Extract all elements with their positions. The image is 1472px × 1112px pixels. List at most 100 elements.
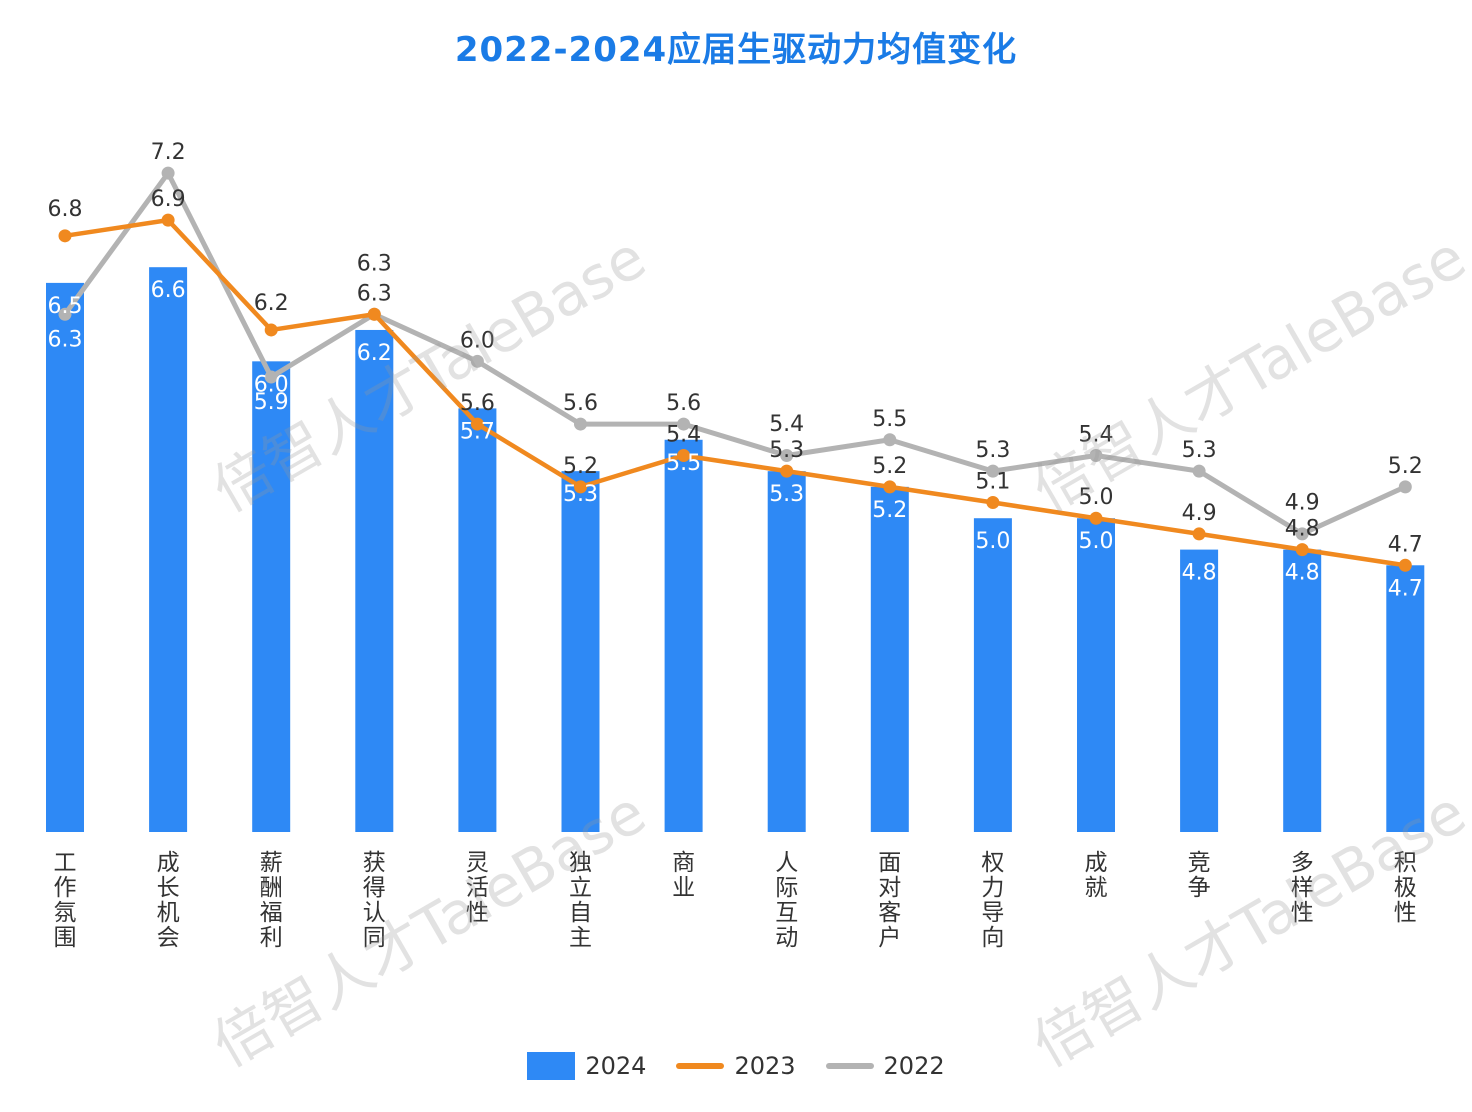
data-label-2024: 5.3: [563, 482, 598, 507]
x-tick-char: 向: [981, 925, 1004, 951]
point-2023: [883, 480, 897, 494]
x-tick-char: 权: [981, 850, 1004, 876]
point-2022: [677, 417, 691, 431]
bar-2024: [355, 329, 394, 832]
point-2023: [264, 323, 278, 337]
point-2023: [470, 417, 484, 431]
point-2022: [1089, 448, 1103, 462]
x-tick-char: 独: [569, 850, 592, 876]
legend-item-2024[interactable]: 2024: [527, 1052, 646, 1080]
bar-2024: [252, 361, 291, 832]
bar-2024: [767, 471, 806, 832]
bar-2024: [458, 408, 497, 832]
x-tick-char: 获: [363, 850, 386, 876]
chart-legend: 2024 2023 2022: [0, 1052, 1472, 1080]
x-tick-char: 导: [981, 900, 1004, 926]
legend-item-2022[interactable]: 2022: [825, 1052, 945, 1080]
data-label-2023: 5.1: [975, 470, 1010, 495]
legend-swatch-2023: [676, 1063, 725, 1069]
line-2022: [62, 170, 1408, 537]
x-tick-char: 成: [157, 850, 180, 876]
x-tick-char: 立: [569, 875, 592, 901]
data-label-2023: 6.2: [254, 291, 289, 316]
point-2023: [780, 464, 794, 478]
data-label-2023: 6.3: [357, 281, 392, 306]
bar-2024: [1077, 518, 1115, 832]
data-label-2023: 5.4: [666, 422, 701, 447]
legend-swatch-2022: [825, 1063, 874, 1069]
data-label-2023: 4.8: [1285, 517, 1320, 542]
bar-2024: [1180, 549, 1219, 832]
point-2022: [780, 448, 794, 462]
x-tick-char: 薪: [260, 850, 283, 876]
x-tick-char: 样: [1291, 875, 1314, 901]
data-label-2024: 4.8: [1182, 561, 1217, 586]
x-tick-char: 商: [672, 850, 695, 876]
x-tick-char: 力: [981, 875, 1004, 901]
data-label-2024: 5.0: [975, 529, 1010, 554]
data-label-2024: 5.0: [1079, 529, 1114, 554]
x-tick-char: 作: [54, 875, 77, 901]
x-tick-char: 长: [157, 875, 180, 901]
x-tick-char: 工: [54, 850, 77, 876]
x-tick-char: 际: [775, 875, 798, 901]
x-tick-label: 独立自主: [569, 850, 592, 951]
data-label-2023: 5.2: [872, 454, 907, 479]
data-label-2024: 6.6: [151, 278, 186, 303]
data-label-2022: 7.2: [151, 140, 186, 165]
bar-2024: [1283, 549, 1322, 832]
x-tick-label: 获得认同: [363, 850, 386, 951]
point-2023: [677, 448, 691, 462]
x-tick-char: 争: [1188, 875, 1211, 901]
data-label-2022: 5.5: [872, 407, 907, 432]
data-label-2023: 5.0: [1079, 485, 1114, 510]
x-tick-label: 工作氛围: [54, 850, 77, 951]
bar-2024: [870, 486, 909, 832]
x-tick-char: 机: [157, 900, 180, 926]
point-2023: [574, 480, 587, 494]
bar-2024: [664, 439, 703, 832]
data-label-2022: 5.6: [563, 391, 598, 416]
data-label-2024: 6.5: [48, 294, 83, 319]
data-label-2024: 6.2: [357, 341, 392, 366]
x-tick-char: 客: [878, 900, 901, 926]
data-label-2022: 5.2: [1388, 454, 1423, 479]
point-2023: [1398, 558, 1412, 572]
x-tick-char: 围: [54, 925, 77, 951]
point-2022: [883, 433, 897, 447]
point-2023: [1295, 543, 1309, 557]
legend-swatch-2024: [527, 1052, 576, 1080]
point-2022: [58, 307, 72, 321]
point-2023: [161, 213, 175, 227]
x-tick-label: 灵活性: [466, 850, 489, 926]
data-label-2024: 5.7: [460, 419, 495, 444]
x-tick-char: 户: [878, 925, 901, 951]
x-tick-char: 业: [672, 875, 695, 901]
point-2022: [161, 166, 175, 180]
x-tick-char: 得: [363, 875, 386, 901]
data-label-2022: 5.4: [1079, 422, 1114, 447]
bar-2024: [46, 282, 84, 832]
data-label-2024: 5.3: [769, 482, 804, 507]
bar-2024: [561, 471, 600, 832]
x-tick-char: 对: [878, 875, 901, 901]
data-label-2023: 5.2: [563, 454, 598, 479]
x-tick-char: 性: [466, 900, 489, 926]
point-2023: [1192, 527, 1206, 541]
data-label-2023: 5.3: [769, 438, 804, 463]
data-label-2022: 6.3: [48, 327, 83, 352]
data-label-2024: 4.7: [1388, 576, 1423, 601]
x-tick-label: 面对客户: [878, 850, 901, 951]
x-tick-char: 成: [1085, 850, 1108, 876]
chart-title: 2022-2024应届生驱动力均值变化: [454, 30, 1018, 70]
x-tick-label: 积极性: [1394, 850, 1417, 926]
point-2022: [986, 464, 1000, 478]
x-tick-char: 自: [569, 900, 592, 926]
x-tick-label: 成就: [1085, 850, 1108, 901]
x-tick-char: 动: [775, 925, 798, 951]
legend-item-2023[interactable]: 2023: [676, 1052, 796, 1080]
x-tick-label: 人际互动: [775, 850, 798, 951]
x-tick-label: 多样性: [1291, 850, 1314, 926]
data-label-2022: 6.0: [460, 328, 495, 353]
